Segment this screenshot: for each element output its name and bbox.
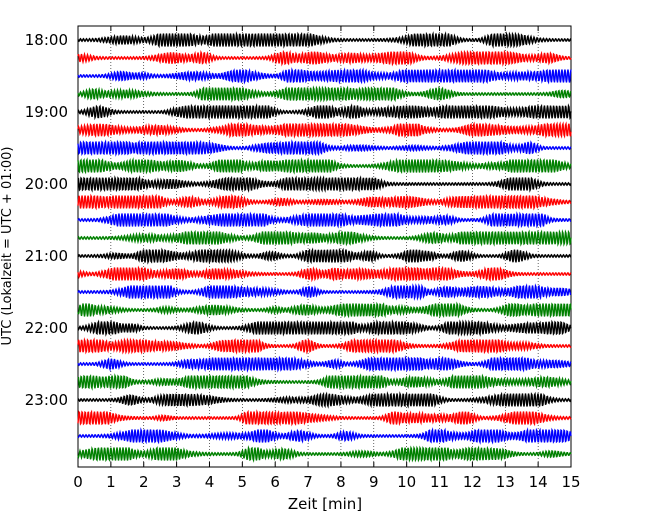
x-tick-label: 9 [369, 473, 379, 491]
seismogram-trace [77, 67, 572, 85]
seismogram-trace [77, 373, 572, 391]
y-tick-label: 23:00 [25, 391, 68, 409]
x-tick-label: 7 [303, 473, 313, 491]
y-tick-label: 20:00 [25, 175, 68, 193]
x-axis-ticks: 0 1 2 3 4 5 6 7 8 9 10 11 12 13 14 15 [73, 26, 581, 491]
seismogram-trace [77, 301, 572, 319]
seismogram-trace [77, 139, 572, 157]
seismogram-trace [77, 409, 572, 427]
seismogram-trace [77, 193, 572, 211]
x-tick-label: 2 [139, 473, 149, 491]
seismogram-trace [77, 85, 572, 103]
x-tick-label: 0 [73, 473, 83, 491]
seismogram-trace [77, 211, 572, 229]
x-tick-label: 10 [397, 473, 416, 491]
plot-area-frame [77, 25, 572, 468]
x-tick-label: 3 [172, 473, 182, 491]
y-tick-label: 18:00 [25, 31, 68, 49]
y-tick-label: 19:00 [25, 103, 68, 121]
y-tick-label: 22:00 [25, 319, 68, 337]
y-axis-ticks: 18:00 19:00 20:00 21:00 22:00 23:00 [25, 31, 571, 409]
x-tick-label: 14 [529, 473, 548, 491]
seismogram-trace [77, 103, 572, 121]
seismogram-trace [77, 283, 572, 301]
x-axis-label: Zeit [min] [288, 495, 362, 513]
seismogram-trace [77, 175, 572, 193]
x-tick-label: 5 [238, 473, 248, 491]
seismogram-traces [77, 31, 572, 463]
x-tick-label: 12 [463, 473, 482, 491]
seismogram-trace [77, 31, 572, 49]
seismogram-trace [77, 157, 572, 175]
seismogram-trace [77, 247, 572, 265]
x-tick-label: 8 [336, 473, 346, 491]
seismogram-trace [77, 229, 572, 247]
y-tick-label: 21:00 [25, 247, 68, 265]
x-tick-label: 1 [106, 473, 116, 491]
seismogram-trace [77, 355, 572, 373]
seismogram-trace [77, 265, 572, 283]
x-tick-label: 11 [430, 473, 449, 491]
x-tick-label: 4 [205, 473, 215, 491]
x-tick-label: 13 [496, 473, 515, 491]
seismogram-trace [77, 337, 572, 355]
seismogram-trace [77, 319, 572, 337]
seismogram-trace [77, 121, 572, 139]
x-tick-label: 6 [270, 473, 280, 491]
seismogram-trace [77, 445, 572, 463]
seismogram-trace [77, 49, 572, 67]
seismogram-trace [77, 391, 572, 409]
y-axis-label: UTC (Lokalzeit = UTC + 01:00) [0, 147, 15, 346]
seismogram-trace [77, 427, 572, 445]
x-tick-label: 15 [561, 473, 580, 491]
